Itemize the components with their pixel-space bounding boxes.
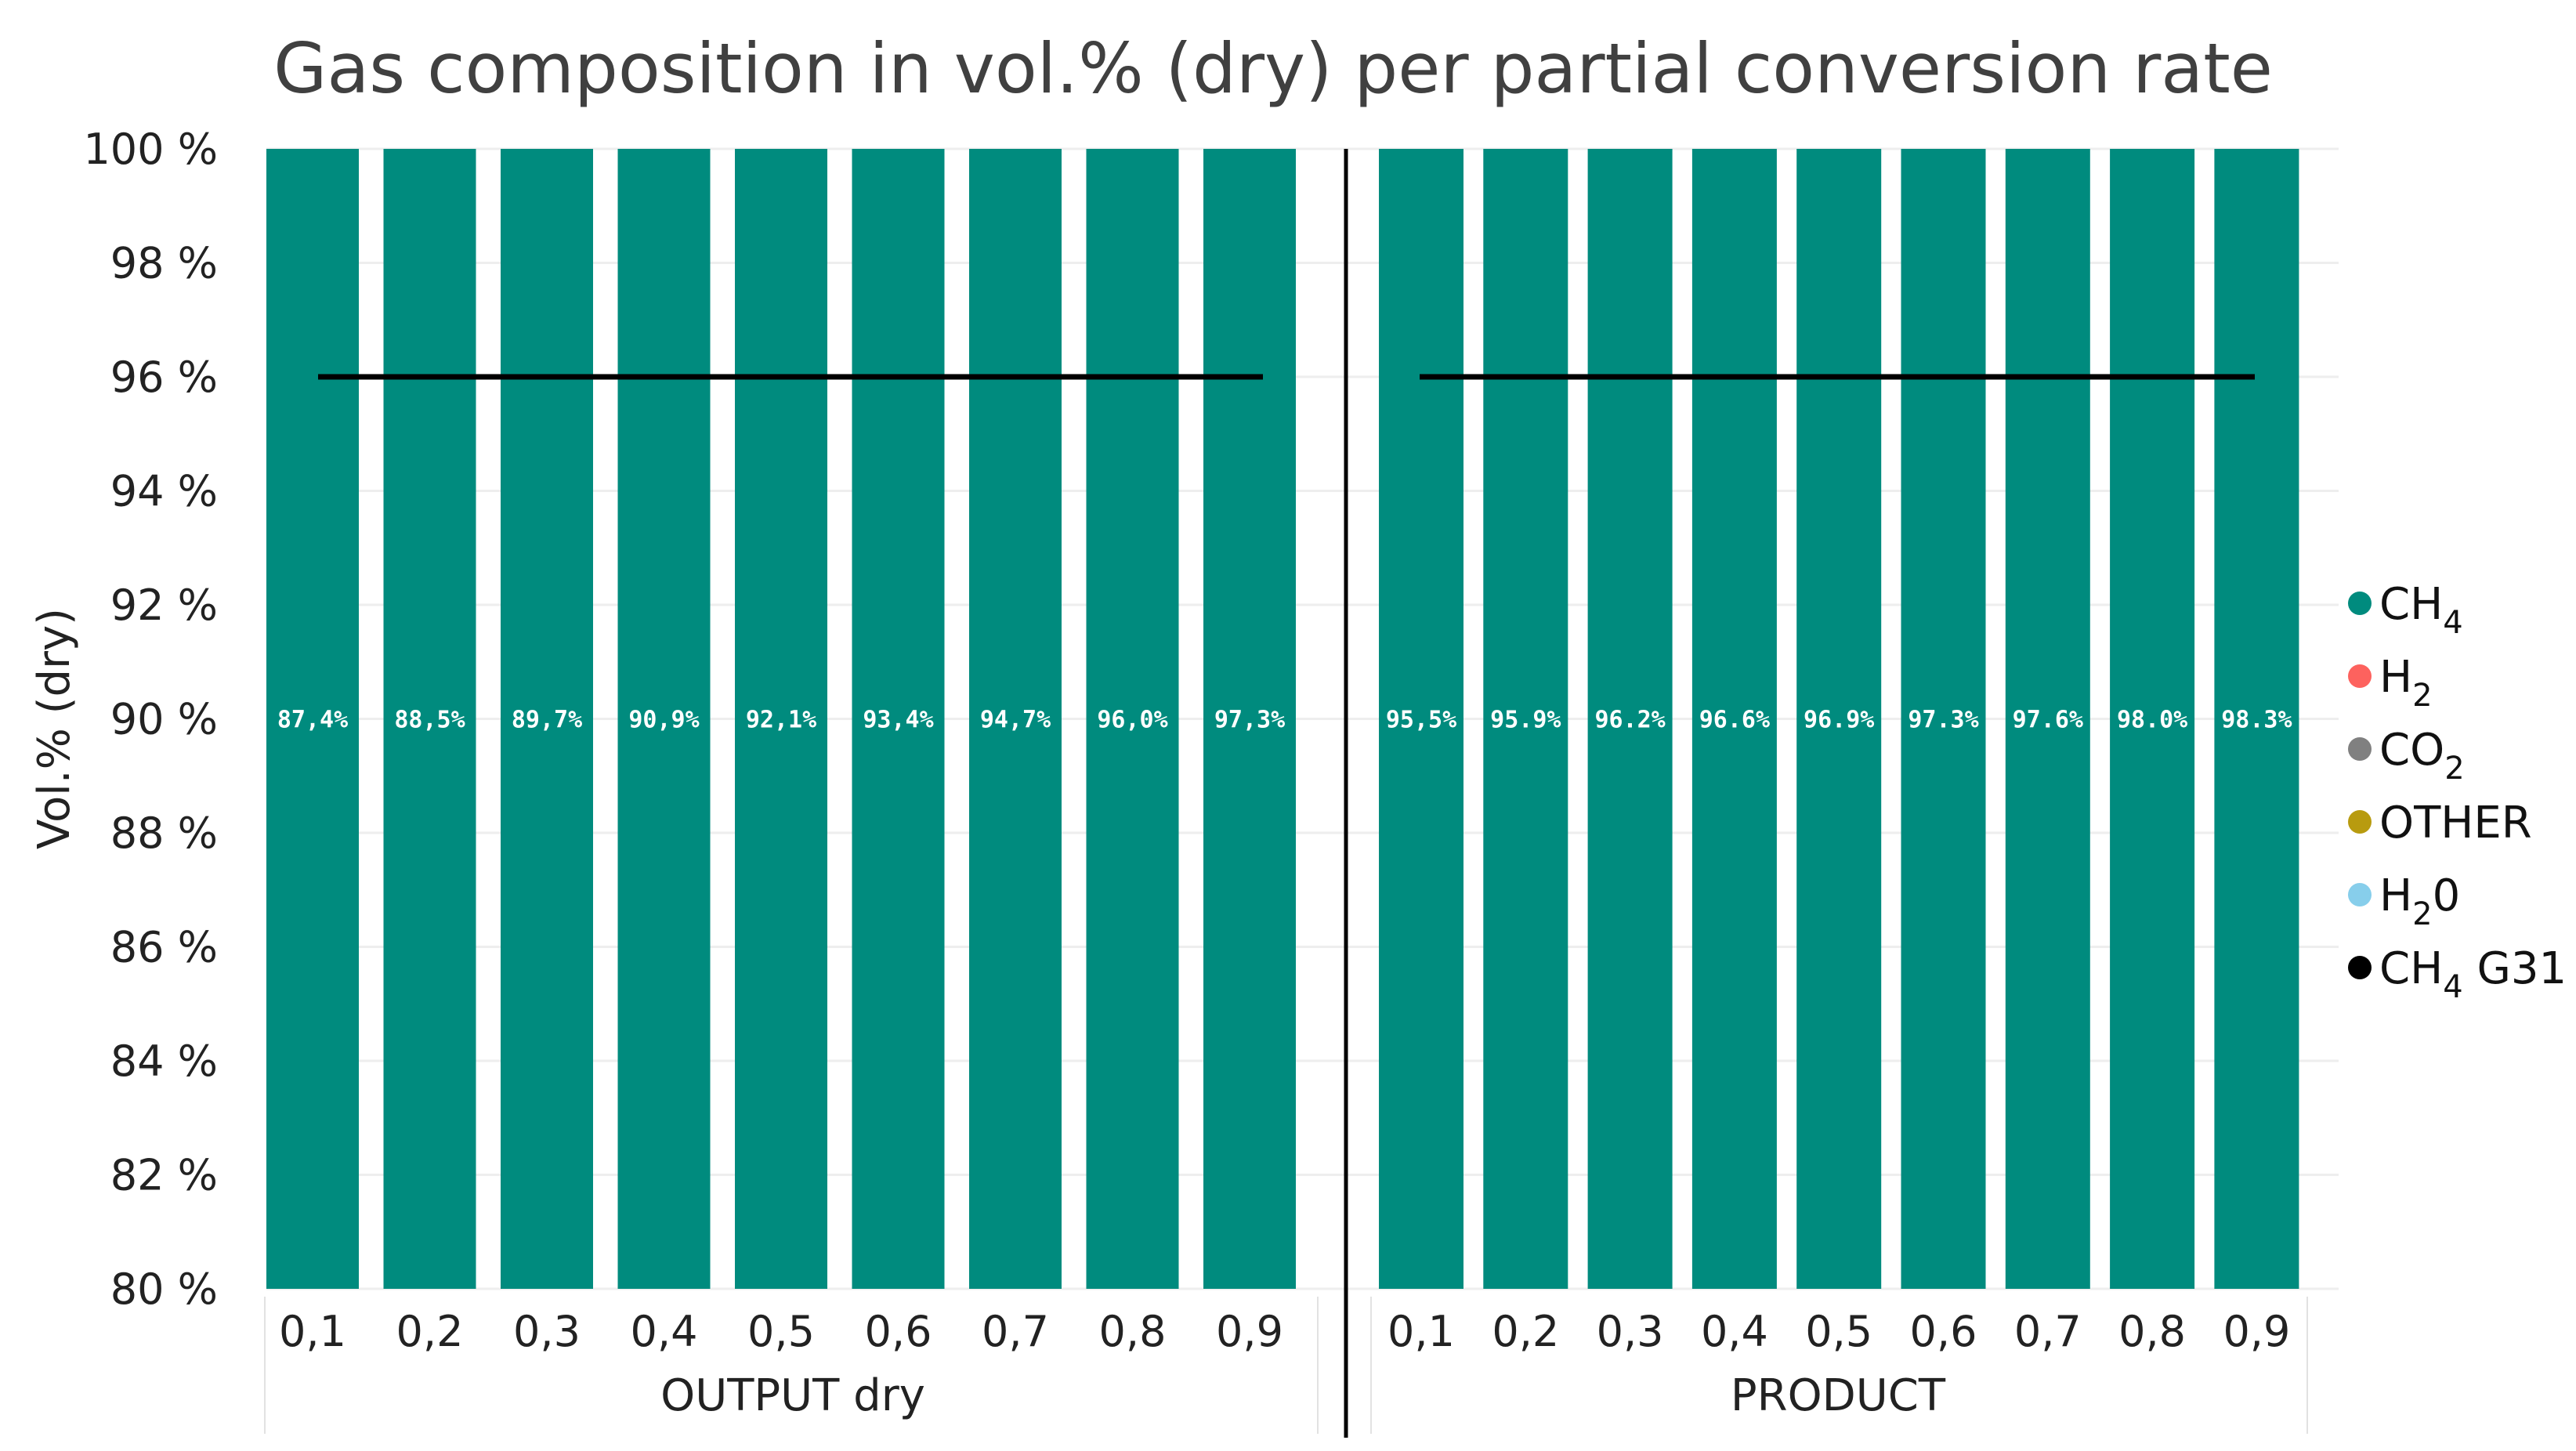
data-label: 94,7%: [980, 707, 1051, 734]
x-tick-label: 0,4: [1701, 1307, 1768, 1356]
bar-ch4: [852, 149, 945, 1289]
bar-ch4: [1379, 149, 1463, 1289]
legend-marker: [2348, 810, 2372, 834]
x-tick-label: 0,4: [631, 1307, 698, 1356]
x-tick-label: 0,6: [1910, 1307, 1977, 1356]
y-tick-label: 88 %: [110, 809, 218, 858]
y-tick-label: 82 %: [110, 1151, 218, 1200]
data-label: 97.3%: [1908, 707, 1978, 734]
bar-ch4: [1796, 149, 1882, 1289]
x-tick-label: 0,6: [865, 1307, 932, 1356]
bar-ch4: [501, 149, 593, 1289]
y-axis-label: Vol.% (dry): [29, 608, 80, 849]
y-tick-label: 96 %: [110, 353, 218, 402]
y-tick-label: 84 %: [110, 1037, 218, 1086]
gridlines: [266, 147, 2339, 1290]
data-label: 97,3%: [1214, 707, 1285, 734]
x-tick-label: 0,5: [747, 1307, 815, 1356]
bar-ch4: [2110, 149, 2195, 1289]
x-tick-label: 0,5: [1805, 1307, 1872, 1356]
data-label: 96,0%: [1097, 707, 1167, 734]
x-tick-label: 0,3: [513, 1307, 581, 1356]
data-label: 95.9%: [1490, 707, 1561, 734]
y-axis-ticks: 80 % 82 % 84 % 86 % 88 % 90 % 92 % 94 % 96 % 98 %…: [83, 125, 218, 1314]
data-label: 98.0%: [2117, 707, 2187, 734]
bar-ch4: [2214, 149, 2299, 1289]
bar-ch4: [1203, 149, 1296, 1289]
bar-ch4: [1086, 149, 1179, 1289]
bar-ch4: [383, 149, 476, 1289]
legend-marker: [2348, 883, 2372, 906]
legend-marker: [2348, 956, 2372, 979]
bars: [266, 149, 2299, 1289]
x-tick-label: 0,1: [1387, 1307, 1455, 1356]
data-label: 96.9%: [1804, 707, 1874, 734]
data-label: 87,4%: [277, 707, 348, 734]
bar-ch4: [1691, 149, 1777, 1289]
y-tick-label: 86 %: [110, 923, 218, 972]
x-tick-label: 0,8: [2118, 1307, 2186, 1356]
legend: CH4 H2 CO2 OTHER H20 CH4 G31: [2348, 579, 2567, 1005]
x-tick-label: 0,1: [279, 1307, 346, 1356]
legend-label: CO2: [2379, 725, 2465, 787]
legend-marker: [2348, 664, 2372, 688]
data-label: 98.3%: [2221, 707, 2292, 734]
legend-label: OTHER: [2379, 798, 2532, 849]
bar-ch4: [969, 149, 1062, 1289]
legend-marker: [2348, 592, 2372, 615]
data-label: 93,4%: [863, 707, 933, 734]
legend-label: H20: [2379, 870, 2460, 932]
data-label: 89,7%: [512, 707, 582, 734]
bar-ch4: [266, 149, 359, 1289]
x-tick-label: 0,7: [982, 1307, 1049, 1356]
group-label: OUTPUT dry: [660, 1370, 925, 1421]
x-axis: 0,1 0,2 0,3 0,4 0,5 0,6 0,7 0,8 0,9 OUTPUT dry 0,1…: [264, 149, 2308, 1438]
data-label: 97.6%: [2013, 707, 2083, 734]
x-tick-label: 0,3: [1597, 1307, 1664, 1356]
data-label: 92,1%: [746, 707, 816, 734]
x-tick-label: 0,9: [1216, 1307, 1283, 1356]
x-tick-label: 0,9: [2223, 1307, 2290, 1356]
group-label: PRODUCT: [1731, 1370, 1946, 1421]
legend-label: CH4: [2379, 579, 2463, 641]
data-labels: 87,4%9,1%2,3%1,3%88,5%8,2%2.0%1,3%89,7%7…: [277, 707, 2292, 734]
data-label: 96.6%: [1699, 707, 1770, 734]
bar-ch4: [617, 149, 711, 1289]
bar-ch4: [1483, 149, 1568, 1289]
bar-ch4: [735, 149, 827, 1289]
bar-ch4: [2005, 149, 2090, 1289]
y-tick-label: 98 %: [110, 239, 218, 288]
x-tick-label: 0,2: [396, 1307, 464, 1356]
chart-title: Gas composition in vol.% (dry) per parti…: [273, 28, 2273, 109]
y-tick-label: 100 %: [83, 125, 218, 174]
data-label: 95,5%: [1386, 707, 1456, 734]
data-label: 96.2%: [1594, 707, 1665, 734]
x-tick-label: 0,7: [2014, 1307, 2082, 1356]
y-tick-label: 92 %: [110, 581, 218, 630]
y-tick-label: 94 %: [110, 467, 218, 516]
legend-label: CH4 G31: [2379, 943, 2567, 1005]
x-tick-label: 0,8: [1099, 1307, 1167, 1356]
legend-marker: [2348, 737, 2372, 761]
y-tick-label: 80 %: [110, 1265, 218, 1314]
data-label: 90,9%: [628, 707, 699, 734]
y-tick-label: 90 %: [110, 695, 218, 744]
bar-ch4: [1587, 149, 1673, 1289]
x-tick-label: 0,2: [1492, 1307, 1559, 1356]
legend-label: H2: [2379, 652, 2433, 714]
bar-ch4: [1901, 149, 1986, 1289]
data-label: 88,5%: [394, 707, 465, 734]
